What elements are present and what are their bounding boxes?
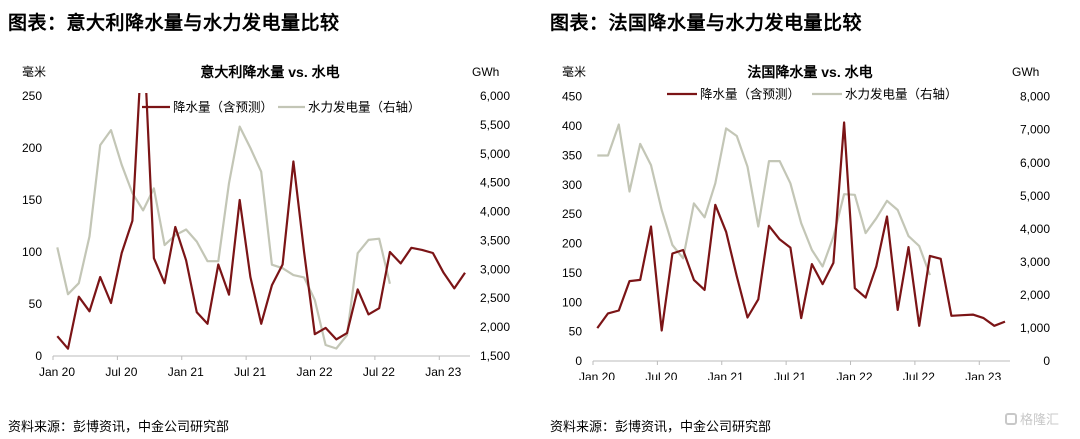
x-tick-label: Jan 23 (965, 370, 1001, 380)
logo-icon (1005, 412, 1017, 425)
right-tick-label: 6,000 (1020, 156, 1050, 170)
precipitation-line (56, 93, 466, 350)
right-tick-label: 1,500 (480, 349, 510, 363)
x-tick-label: Jul 22 (363, 365, 395, 379)
left-axis-unit: 毫米 (22, 64, 46, 79)
legend-label: 水力发电量（右轴） (308, 100, 421, 115)
left-tick-label: 400 (562, 119, 582, 133)
left-tick-label: 100 (562, 295, 582, 309)
right-tick-label: 3,500 (480, 233, 510, 247)
x-tick-label: Jan 20 (579, 370, 615, 380)
right-tick-label: 7,000 (1020, 123, 1050, 137)
left-tick-label: 250 (562, 207, 582, 221)
left-tick-label: 250 (22, 89, 42, 103)
x-tick-label: Jan 22 (297, 365, 333, 379)
right-tick-label: 5,500 (480, 118, 510, 132)
left-tick-label: 300 (562, 178, 582, 192)
chart-title: 法国降水量 vs. 水电 (747, 64, 872, 80)
figure-heading-france: 图表：法国降水量与水力发电量比较 (550, 12, 863, 34)
x-tick-label: Jul 21 (774, 370, 806, 380)
right-tick-label: 3,000 (480, 262, 510, 276)
right-tick-label: 5,000 (1020, 189, 1050, 203)
left-tick-label: 0 (575, 354, 582, 368)
right-tick-label: 4,000 (480, 205, 510, 219)
x-tick-label: Jul 22 (903, 370, 935, 380)
left-axis-unit: 毫米 (562, 64, 586, 79)
legend-label: 降水量（含预测） (173, 100, 273, 115)
hydro-generation-line (597, 123, 931, 276)
left-tick-label: 150 (22, 193, 42, 207)
right-tick-label: 2,500 (480, 291, 510, 305)
legend-label: 降水量（含预测） (700, 87, 800, 102)
x-tick-label: Jul 20 (105, 365, 137, 379)
x-tick-label: Jul 21 (234, 365, 266, 379)
x-tick-label: Jan 23 (425, 365, 461, 379)
right-tick-label: 1,000 (1020, 321, 1050, 335)
left-tick-label: 0 (35, 349, 42, 363)
left-tick-label: 200 (22, 141, 42, 155)
chart-title: 意大利降水量 vs. 水电 (200, 64, 339, 80)
watermark-logo: 格隆汇 (1005, 409, 1059, 428)
source-note-france: 资料来源：彭博资讯，中金公司研究部 (550, 420, 772, 435)
right-tick-label: 2,000 (1020, 288, 1050, 302)
precipitation-line (596, 121, 1006, 332)
figure-heading-italy: 图表：意大利降水量与水力发电量比较 (8, 12, 340, 34)
right-tick-label: 2,000 (480, 320, 510, 334)
hydro-generation-line (56, 125, 391, 350)
x-tick-label: Jan 22 (837, 370, 873, 380)
left-tick-label: 200 (562, 237, 582, 251)
x-tick-label: Jan 21 (708, 370, 744, 380)
x-tick-label: Jul 20 (645, 370, 677, 380)
left-tick-label: 150 (562, 266, 582, 280)
watermark-text: 格隆汇 (1020, 413, 1060, 428)
legend-label: 水力发电量（右轴） (845, 87, 958, 102)
right-tick-label: 3,000 (1020, 255, 1050, 269)
x-tick-label: Jan 21 (168, 365, 204, 379)
france-chart: 法国降水量 vs. 水电 毫米 GWh 0 50 100 150 200 250 300 350 40… (562, 64, 1050, 380)
left-tick-label: 50 (29, 297, 43, 311)
x-tick-label: Jan 20 (39, 365, 75, 379)
italy-chart: 意大利降水量 vs. 水电 毫米 GWh 0 50 100 150 200 250 1,500 2,… (22, 64, 510, 379)
left-tick-label: 450 (562, 90, 582, 104)
right-tick-label: 8,000 (1020, 90, 1050, 104)
left-tick-label: 100 (22, 245, 42, 259)
right-tick-label: 5,000 (480, 147, 510, 161)
right-axis-unit: GWh (1012, 65, 1039, 79)
left-tick-label: 50 (569, 325, 583, 339)
source-note-italy: 资料来源：彭博资讯，中金公司研究部 (8, 420, 230, 435)
right-tick-label: 0 (1043, 354, 1050, 368)
right-tick-label: 6,000 (480, 89, 510, 103)
right-axis-unit: GWh (472, 65, 499, 79)
right-tick-label: 4,000 (1020, 222, 1050, 236)
left-tick-label: 350 (562, 148, 582, 162)
right-tick-label: 4,500 (480, 176, 510, 190)
